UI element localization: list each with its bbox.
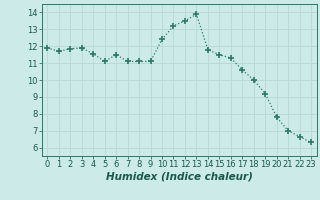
X-axis label: Humidex (Indice chaleur): Humidex (Indice chaleur) bbox=[106, 172, 252, 182]
